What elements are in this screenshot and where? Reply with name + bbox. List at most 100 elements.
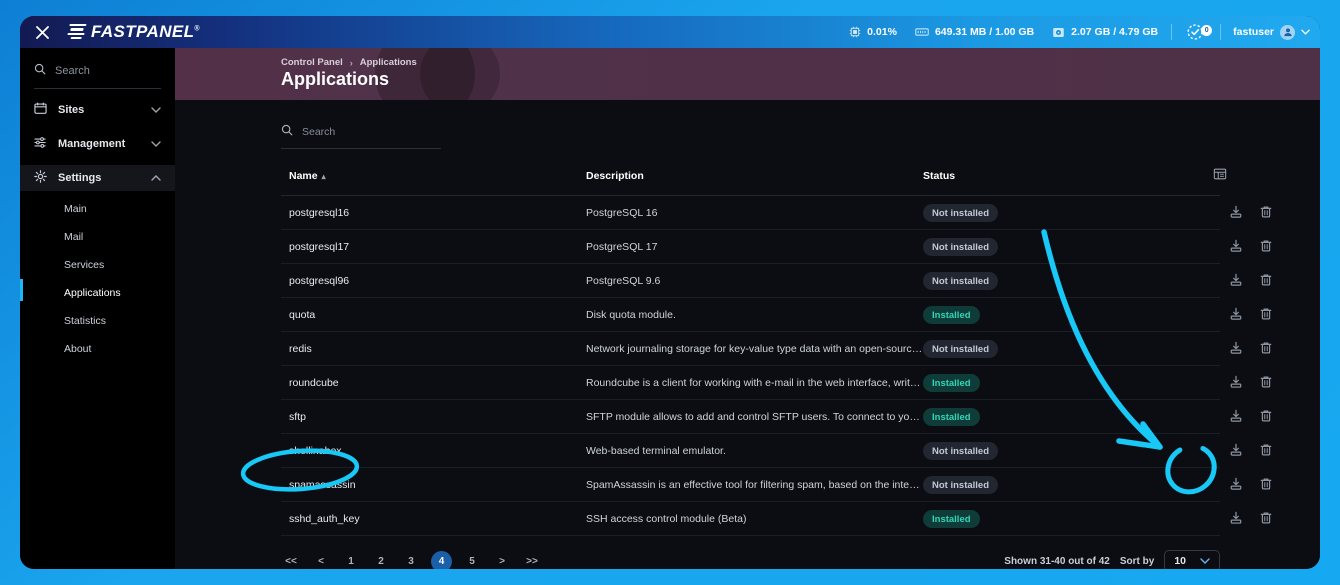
pagination-page-2[interactable]: 2 <box>378 555 384 567</box>
memory-value: 649.31 MB / 1.00 GB <box>934 26 1035 38</box>
sidebar-item-sites[interactable]: Sites <box>20 97 175 123</box>
pagination-last[interactable]: >> <box>526 555 538 567</box>
table-row[interactable]: spamassassin SpamAssassin is an effective… <box>281 467 1272 502</box>
breadcrumb-separator: › <box>349 57 353 68</box>
column-header-name[interactable]: Name ▴ <box>281 167 586 196</box>
table-row[interactable]: shellinabox Web-based terminal emulator. N… <box>281 433 1272 468</box>
cell-name: postgresql17 <box>281 229 586 264</box>
banner-decoration <box>420 48 500 100</box>
gear-icon <box>34 170 47 186</box>
close-icon[interactable] <box>20 16 64 48</box>
delete-icon[interactable] <box>1259 443 1273 457</box>
chevron-down-icon <box>1200 555 1210 567</box>
cell-name: roundcube <box>281 365 586 400</box>
status-badge: Not installed <box>923 272 999 291</box>
delete-icon[interactable] <box>1259 307 1273 321</box>
table-row[interactable]: roundcube Roundcube is a client for worki… <box>281 365 1272 400</box>
column-settings-button[interactable] <box>1213 167 1227 196</box>
main-content: Control Panel › Applications Application… <box>175 48 1320 569</box>
pagination-page-5[interactable]: 5 <box>469 555 475 567</box>
sidebar-search[interactable]: Search <box>34 62 161 89</box>
table-row[interactable]: quota Disk quota module. Installed <box>281 297 1272 332</box>
sidebar-item-main[interactable]: Main <box>20 199 175 219</box>
delete-icon[interactable] <box>1259 273 1273 287</box>
cell-description: SFTP module allows to add and control SF… <box>586 399 923 434</box>
install-download-icon[interactable] <box>1229 511 1243 525</box>
delete-icon[interactable] <box>1259 239 1273 253</box>
table-row[interactable]: redis Network journaling storage for key-… <box>281 331 1272 366</box>
column-header-description[interactable]: Description <box>586 167 923 196</box>
cell-actions <box>1213 467 1272 502</box>
sidebar-item-management[interactable]: Management <box>20 131 175 157</box>
pagination-next[interactable]: > <box>499 555 505 567</box>
install-download-icon[interactable] <box>1229 477 1243 491</box>
divider <box>1171 24 1173 40</box>
sidebar-subitem-label: Statistics <box>64 315 107 327</box>
sort-arrow-icon: ▴ <box>321 171 326 181</box>
sidebar-item-statistics[interactable]: Statistics <box>20 311 175 331</box>
sidebar-subitem-label: Applications <box>64 287 121 299</box>
delete-icon[interactable] <box>1259 341 1273 355</box>
table-row[interactable]: sshd_auth_key SSH access control module (… <box>281 501 1272 536</box>
cell-name: sshd_auth_key <box>281 501 586 536</box>
status-badge: Not installed <box>923 238 999 257</box>
delete-icon[interactable] <box>1259 511 1273 525</box>
fastpanel-logo: FASTPANEL® <box>67 22 200 42</box>
page-size-select[interactable]: 10 <box>1164 550 1220 569</box>
install-download-icon[interactable] <box>1229 375 1243 389</box>
pagination-page-3[interactable]: 3 <box>408 555 414 567</box>
search-placeholder: Search <box>302 126 336 138</box>
column-header-status[interactable]: Status <box>923 167 1213 196</box>
cell-name: postgresql16 <box>281 195 586 230</box>
sidebar-item-about[interactable]: About <box>20 339 175 359</box>
install-download-icon[interactable] <box>1229 409 1243 423</box>
install-download-icon[interactable] <box>1229 307 1243 321</box>
notifications-button[interactable]: 0 <box>1176 22 1216 42</box>
table-row[interactable]: postgresql17 PostgreSQL 17 Not installed <box>281 229 1272 264</box>
delete-icon[interactable] <box>1259 205 1273 219</box>
user-menu[interactable]: fastuser <box>1225 24 1310 40</box>
cell-actions <box>1213 263 1272 298</box>
delete-icon[interactable] <box>1259 477 1273 491</box>
table-header-row: Name ▴ Description Status <box>281 167 1227 196</box>
pagination-page-1[interactable]: 1 <box>348 555 354 567</box>
divider <box>1220 24 1222 40</box>
breadcrumb-control-panel[interactable]: Control Panel <box>281 57 343 68</box>
breadcrumb-applications[interactable]: Applications <box>359 57 417 68</box>
cell-description: SSH access control module (Beta) <box>586 501 923 536</box>
table-row[interactable]: postgresql96 PostgreSQL 9.6 Not installed <box>281 263 1272 298</box>
cell-actions <box>1213 365 1272 400</box>
sidebar-item-applications[interactable]: Applications <box>20 279 175 303</box>
install-download-icon[interactable] <box>1229 239 1243 253</box>
table-row[interactable]: postgresql16 PostgreSQL 16 Not installed <box>281 195 1272 230</box>
shown-count: Shown 31-40 out of 42 <box>1004 555 1110 567</box>
delete-icon[interactable] <box>1259 409 1273 423</box>
status-badge: Not installed <box>923 442 999 461</box>
table-row[interactable]: sftp SFTP module allows to add and contro… <box>281 399 1272 434</box>
sidebar-subitem-label: Mail <box>64 231 84 243</box>
install-download-icon[interactable] <box>1229 205 1243 219</box>
cpu-value: 0.01% <box>867 26 897 38</box>
notification-badge: 0 <box>1201 25 1213 36</box>
pagination-first[interactable]: << <box>285 555 297 567</box>
search-input[interactable]: Search <box>281 123 441 149</box>
sidebar-item-services[interactable]: Services <box>20 255 175 275</box>
sidebar-item-label: Sites <box>58 104 85 116</box>
cpu-stat: 0.01% <box>840 26 906 38</box>
sidebar-subitem-label: About <box>64 343 92 355</box>
cell-description: Network journaling storage for key-value… <box>586 331 923 366</box>
status-badge: Installed <box>923 510 980 529</box>
install-download-icon[interactable] <box>1229 341 1243 355</box>
sidebar-item-mail[interactable]: Mail <box>20 227 175 247</box>
pagination-page-4[interactable]: 4 <box>431 550 452 569</box>
sidebar-subitem-label: Main <box>64 203 87 215</box>
cell-status: Installed <box>923 501 1213 536</box>
status-badge: Installed <box>923 306 980 325</box>
sidebar-item-settings[interactable]: Settings <box>20 165 175 191</box>
pagination-prev[interactable]: < <box>318 555 324 567</box>
install-download-icon[interactable] <box>1229 273 1243 287</box>
install-download-icon[interactable] <box>1229 443 1243 457</box>
delete-icon[interactable] <box>1259 375 1273 389</box>
applications-table: Name ▴ Description Status postgresql16 Pos <box>281 167 1272 536</box>
cell-name: postgresql96 <box>281 263 586 298</box>
